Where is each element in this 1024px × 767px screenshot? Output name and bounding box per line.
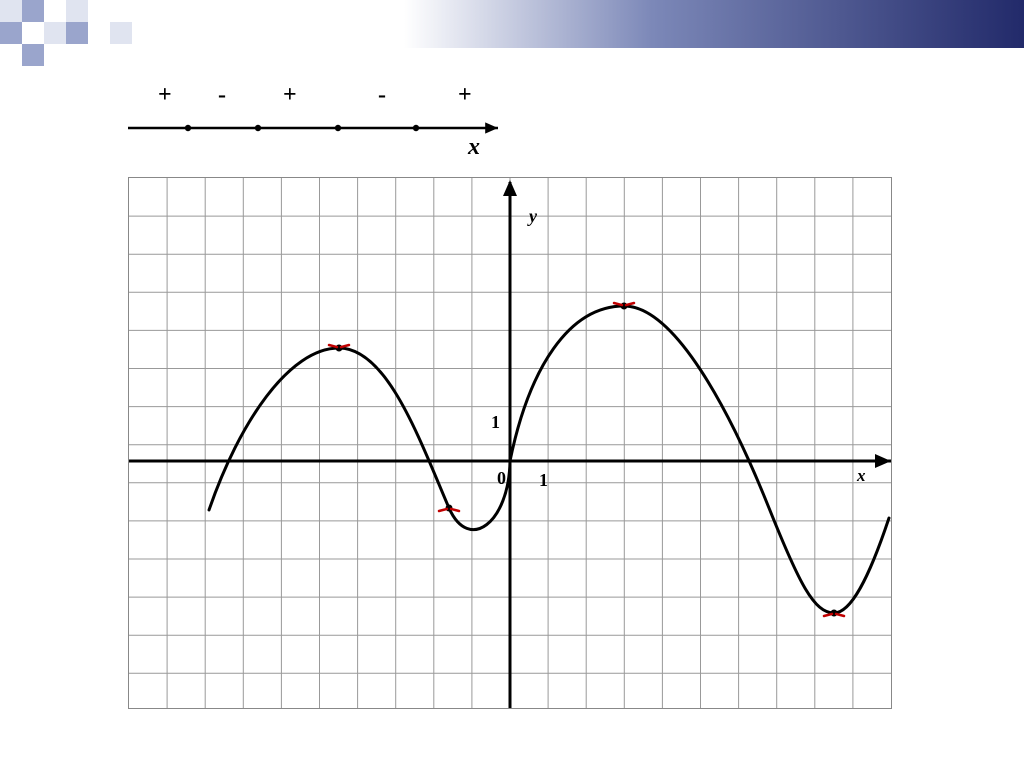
function-chart: y x 0 1 1 [128, 177, 892, 709]
sign-label-0: + [158, 82, 172, 109]
decor-squares [0, 0, 170, 80]
sign-label-4: + [458, 82, 472, 109]
tick-x-one: 1 [539, 470, 548, 491]
sign-label-1: - [218, 82, 226, 109]
x-axis-label: x [857, 466, 866, 486]
origin-label: 0 [497, 468, 506, 489]
sign-label-3: - [378, 82, 386, 109]
header-gradient [404, 0, 1024, 48]
y-axis-label: y [529, 206, 537, 227]
sign-chart: + - + - + x [128, 88, 518, 153]
tick-y-one: 1 [491, 412, 500, 433]
sign-axis-label: x [468, 134, 480, 161]
sign-label-2: + [283, 82, 297, 109]
